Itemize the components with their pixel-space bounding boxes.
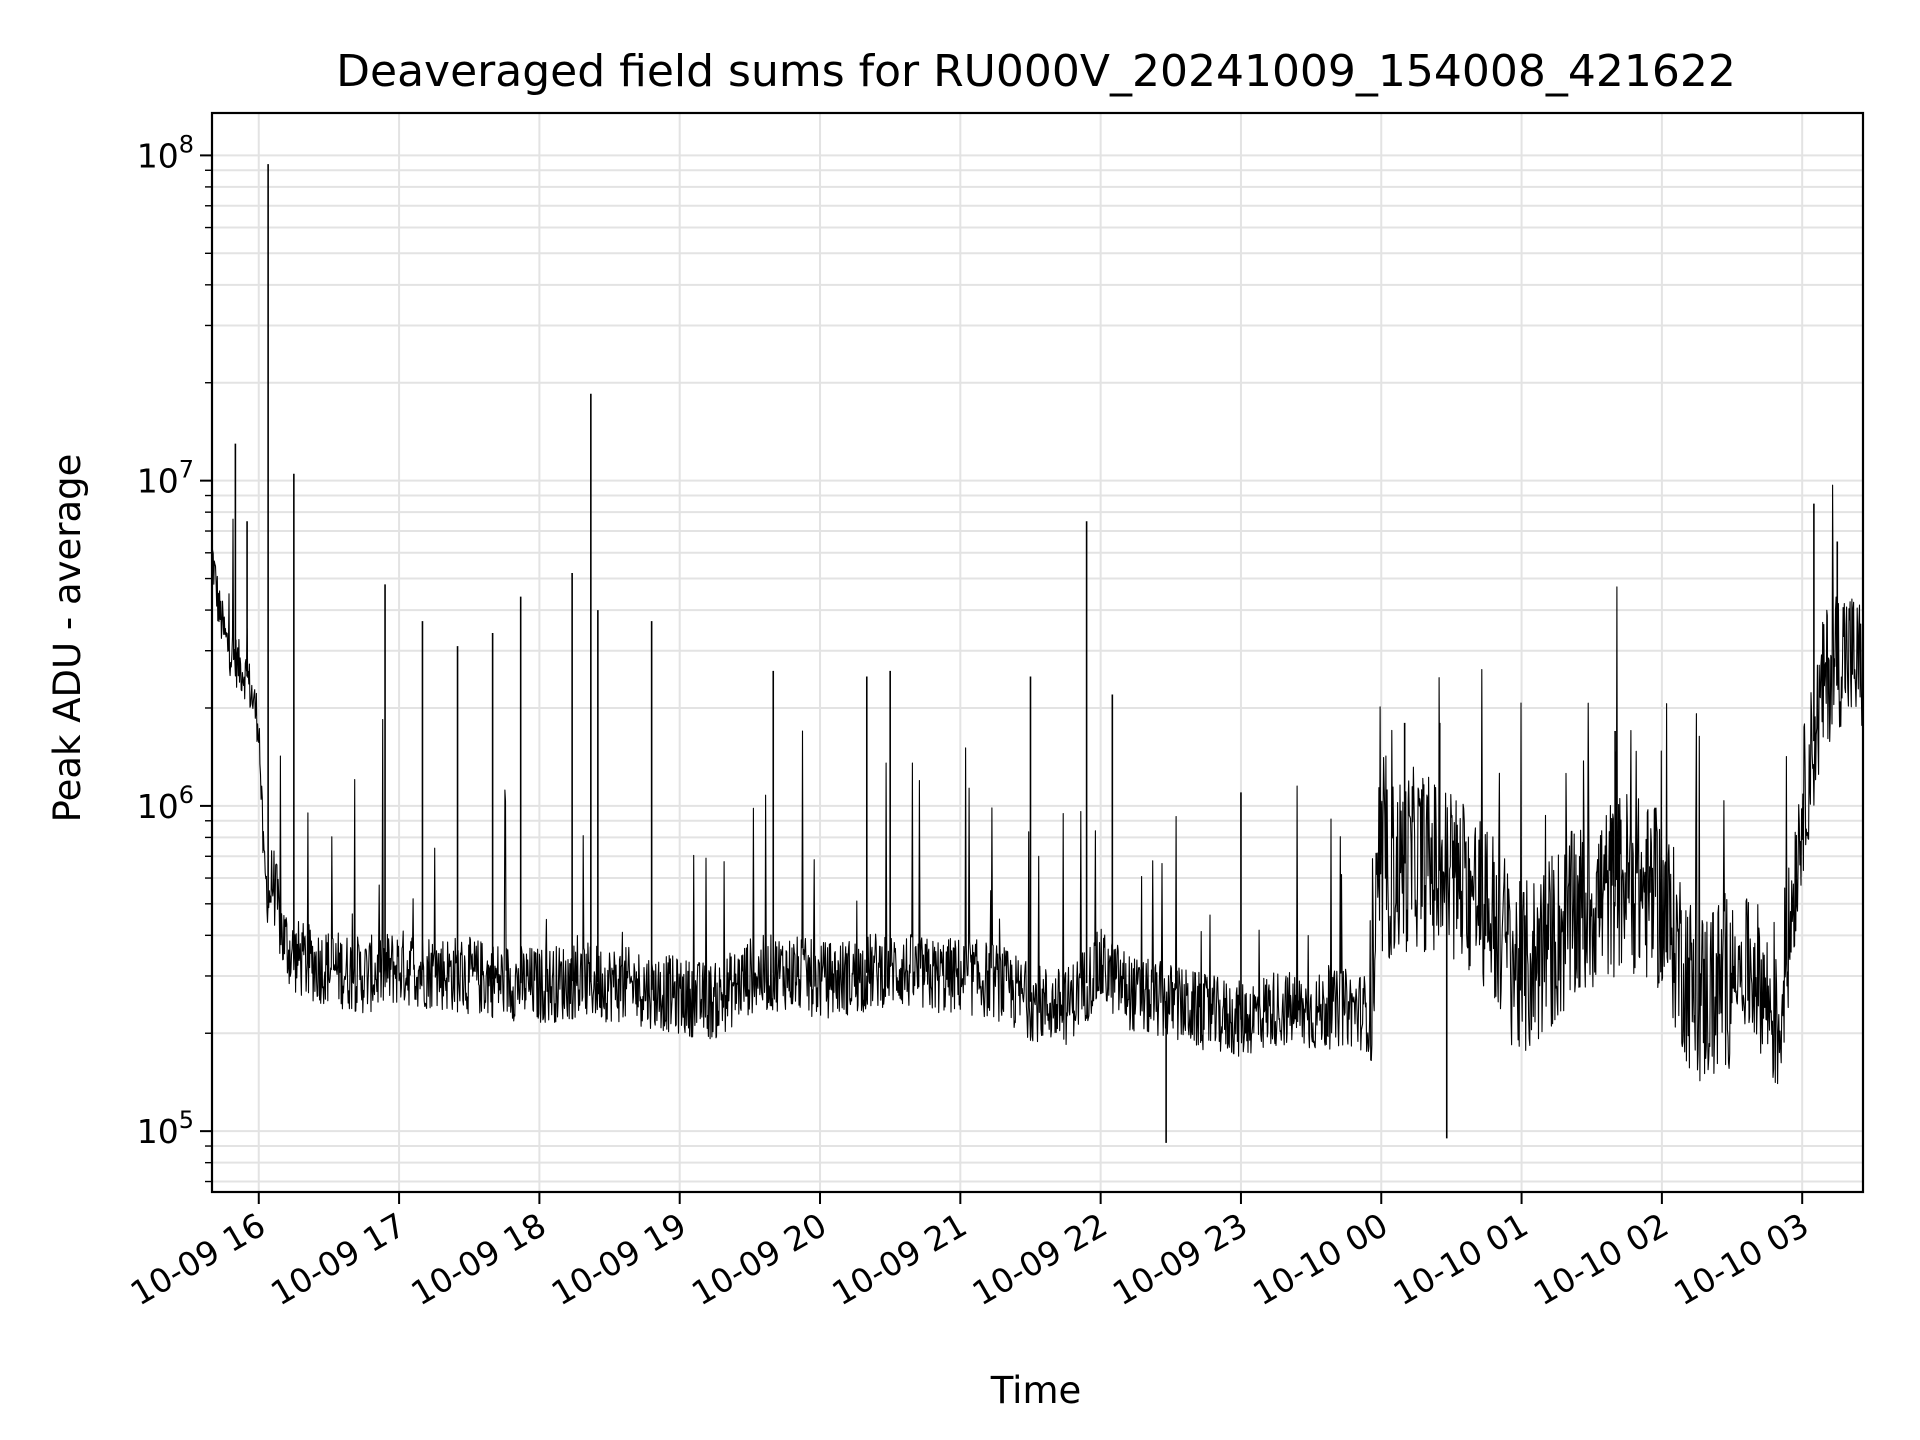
x-axis-label: Time (990, 1369, 1082, 1412)
data-line (211, 484, 1864, 1085)
y-axis-ticks: 105 106 107 108 (137, 130, 212, 1183)
y-axis-label: Peak ADU - average (46, 454, 89, 823)
plot-frame (210, 111, 1865, 1194)
chart-title: Deaveraged field sums for RU000V_2024100… (336, 46, 1736, 97)
y-tick-label: 105 (137, 1106, 194, 1151)
data-series-group (211, 164, 1864, 1143)
y-tick-label: 107 (137, 456, 194, 501)
y-tick-label: 108 (137, 130, 194, 175)
y-tick-label: 106 (137, 781, 194, 826)
